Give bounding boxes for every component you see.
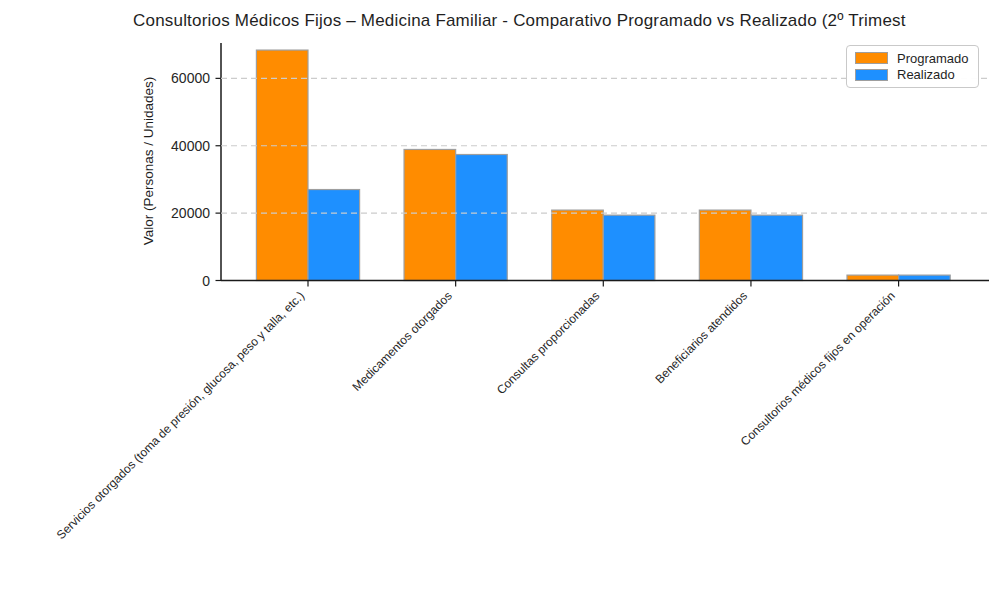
x-tick-label-3: Beneficiarios atendidos bbox=[652, 289, 750, 387]
y-axis-label: Valor (Personas / Unidades) bbox=[141, 77, 156, 246]
x-tick-label-1: Medicamentos otorgados bbox=[350, 289, 455, 394]
chart-title: Consultorios Médicos Fijos – Medicina Fa… bbox=[133, 11, 906, 31]
x-tick-label-0: Servicios otorgados (toma de presión, gl… bbox=[54, 289, 307, 542]
legend-swatch-realizado bbox=[855, 69, 888, 81]
bar-realizado-2 bbox=[603, 215, 655, 280]
y-tick-label-0: 0 bbox=[202, 273, 210, 289]
legend-swatch-programado bbox=[855, 52, 888, 64]
legend: ProgramadoRealizado bbox=[846, 45, 979, 88]
bar-programado-4 bbox=[847, 275, 899, 280]
x-tick-label-2: Consultas proporcionadas bbox=[494, 289, 602, 397]
x-tick-label-4: Consultorios médicos fijos en operación bbox=[738, 289, 898, 449]
legend-label-realizado: Realizado bbox=[897, 67, 955, 82]
bar-realizado-4 bbox=[899, 275, 951, 280]
legend-item-realizado: Realizado bbox=[855, 67, 970, 82]
y-tick-label-20000: 20000 bbox=[171, 205, 210, 221]
bar-programado-1 bbox=[404, 149, 456, 280]
bar-realizado-3 bbox=[751, 215, 803, 280]
legend-item-programado: Programado bbox=[855, 51, 970, 66]
y-tick-label-60000: 60000 bbox=[171, 70, 210, 86]
bar-programado-2 bbox=[552, 210, 604, 280]
bar-realizado-0 bbox=[308, 190, 360, 281]
bar-programado-0 bbox=[256, 50, 308, 280]
legend-label-programado: Programado bbox=[897, 51, 969, 66]
bar-programado-3 bbox=[699, 210, 751, 280]
bar-realizado-1 bbox=[456, 155, 508, 281]
chart-figure: 0 20000 40000 60000 Servicios otorgados (tom… bbox=[0, 0, 1000, 600]
y-tick-label-40000: 40000 bbox=[171, 138, 210, 154]
